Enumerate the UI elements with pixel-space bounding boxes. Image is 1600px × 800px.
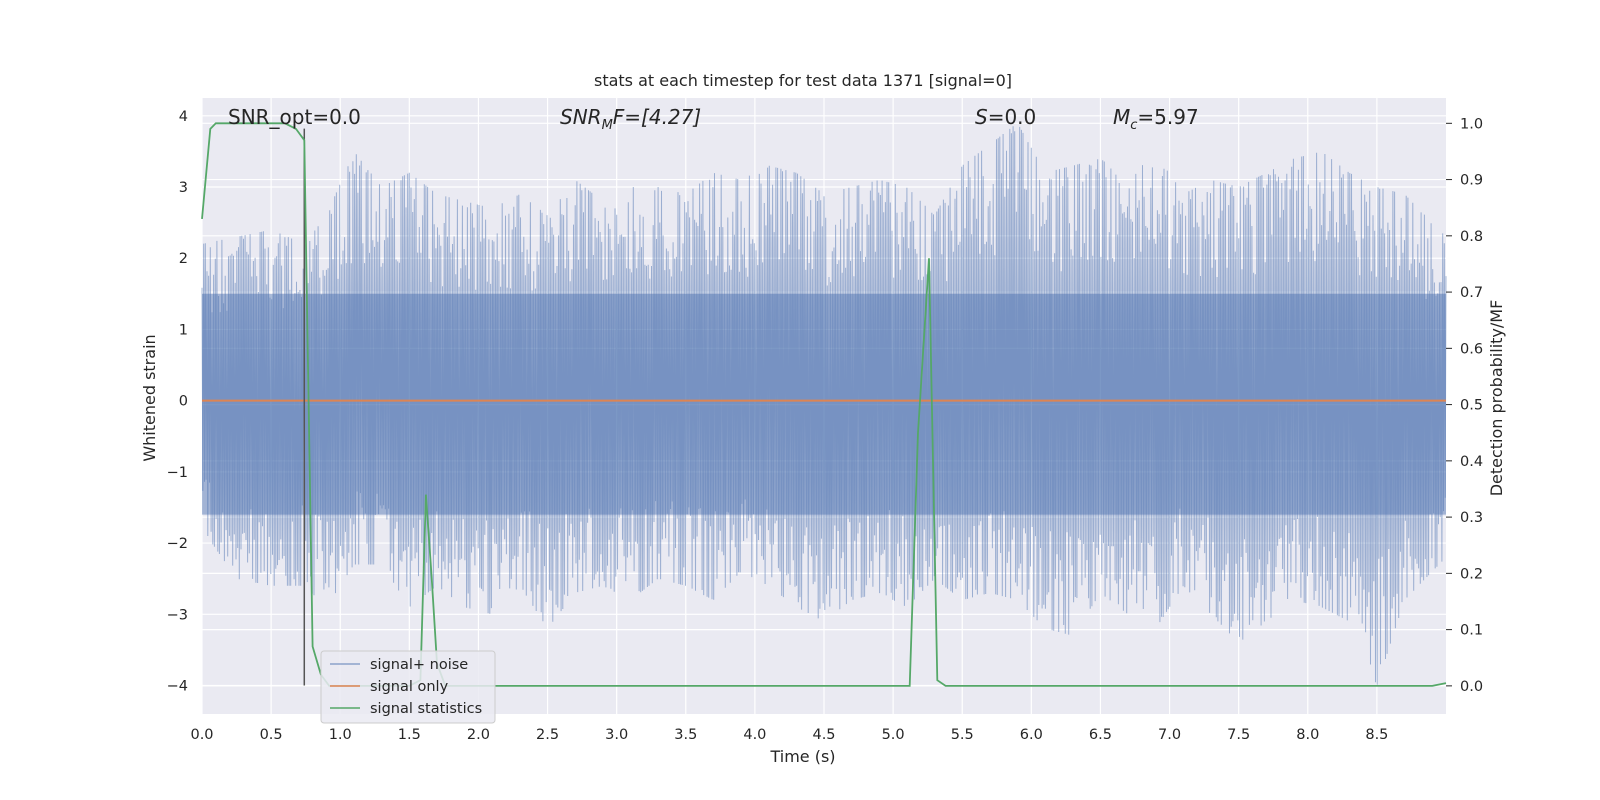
y-tick-label: −3	[167, 607, 188, 623]
x-tick-label: 5.0	[882, 727, 905, 743]
y2-tick-label: 0.9	[1460, 173, 1483, 189]
legend-box	[320, 650, 496, 724]
y-axis-label: Whitened strain	[140, 334, 159, 461]
x-tick-label: 5.5	[951, 727, 974, 743]
y-tick-label: −1	[167, 465, 188, 481]
legend: signal+ noise signal only signal statist…	[320, 650, 496, 724]
x-tick-label: 1.5	[398, 727, 421, 743]
y-tick-label: −2	[167, 536, 188, 552]
x-tick-label: 7.5	[1227, 727, 1250, 743]
x-tick-label: 0.5	[260, 727, 283, 743]
y-tick-label: 1	[179, 322, 188, 338]
y2-tick-label: 0.6	[1460, 341, 1483, 357]
x-tick-label: 2.0	[467, 727, 490, 743]
y2-tick-label: 1.0	[1460, 116, 1483, 132]
y2-tick-label: 0.7	[1460, 285, 1483, 301]
y2-tick-label: 0.4	[1460, 454, 1483, 470]
x-tick-label: 1.0	[329, 727, 352, 743]
x-tick-label: 4.0	[743, 727, 766, 743]
x-tick-label: 2.5	[536, 727, 559, 743]
y2-tick-label: 0.8	[1460, 229, 1483, 245]
x-tick-label: 3.5	[674, 727, 697, 743]
x-tick-label: 7.0	[1158, 727, 1181, 743]
signal-noise-band	[202, 293, 1446, 515]
signal-noise-line	[201, 126, 1447, 685]
legend-label-signal-noise: signal+ noise	[370, 657, 468, 673]
y2-tick-label: 0.3	[1460, 510, 1483, 526]
x-tick-label: 3.0	[605, 727, 628, 743]
legend-label-signal-statistics: signal statistics	[370, 701, 482, 717]
y-axis-ticks: 4 3 2 1 0 −1 −2 −3 −4	[167, 109, 188, 695]
x-tick-label: 6.5	[1089, 727, 1112, 743]
x-axis-ticks: 0.0 0.5 1.0 1.5 2.0 2.5 3.0 3.5 4.0 4.5 5.0 5.5 6.0 6…	[190, 727, 1388, 743]
legend-label-signal-only: signal only	[370, 679, 449, 695]
annotation-snr-mf: SNRMF=[4.27]	[560, 105, 701, 133]
y-tick-label: −4	[167, 679, 188, 695]
annotation-snr-opt: SNR_opt=0.0	[228, 105, 361, 129]
chart-title: stats at each timestep for test data 137…	[594, 71, 1012, 90]
x-tick-label: 0.0	[190, 727, 213, 743]
y2-tick-label: 0.1	[1460, 623, 1483, 639]
signal-noise-series	[201, 126, 1447, 685]
y-tick-label: 3	[179, 180, 188, 196]
y2-tick-label: 0.0	[1460, 679, 1483, 695]
annotation-s: S=0.0	[975, 105, 1036, 129]
y-tick-label: 0	[179, 394, 188, 410]
x-axis-label: Time (s)	[769, 747, 835, 766]
x-tick-label: 8.0	[1296, 727, 1319, 743]
y2-axis-label: Detection probability/MF	[1487, 300, 1506, 497]
x-tick-label: 8.5	[1365, 727, 1388, 743]
annotation-mc: Mc=5.97	[1113, 105, 1199, 133]
y-tick-label: 2	[179, 251, 188, 267]
y2-axis-ticks: 1.0 0.9 0.8 0.7 0.6 0.5 0.4 0.3 0.2 0.1 0.0	[1446, 116, 1483, 695]
x-tick-label: 4.5	[812, 727, 835, 743]
y-tick-label: 4	[179, 109, 188, 125]
y2-tick-label: 0.2	[1460, 566, 1483, 582]
y2-tick-label: 0.5	[1460, 398, 1483, 414]
x-tick-label: 6.0	[1020, 727, 1043, 743]
